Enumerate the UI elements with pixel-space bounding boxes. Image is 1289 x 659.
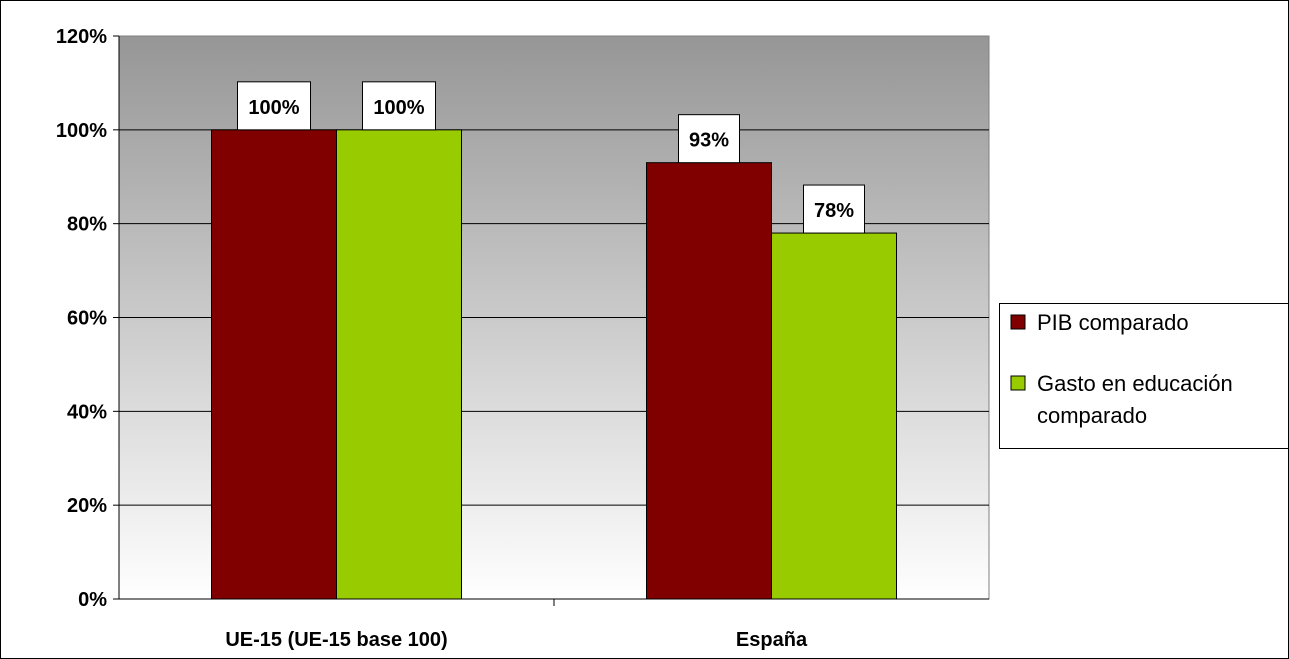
legend-label: PIB comparado — [1037, 310, 1189, 335]
y-tick-label: 120% — [56, 26, 107, 48]
y-tick-label: 20% — [67, 495, 107, 517]
y-tick-label: 0% — [78, 589, 107, 611]
legend: PIB comparado Gasto en educación comparado — [999, 303, 1289, 449]
y-tick-label: 60% — [67, 308, 107, 330]
y-axis: 0% 20% 40% 60% 80% 100% 120% — [56, 26, 120, 611]
data-label: 78% — [814, 200, 854, 222]
bar-1-1 — [771, 232, 897, 600]
bars — [211, 129, 897, 600]
bar-0-1 — [336, 129, 462, 600]
y-tick-label: 80% — [67, 214, 107, 236]
legend-label: Gasto en educación — [1037, 371, 1233, 396]
x-tick-label: UE-15 (UE-15 base 100) — [225, 629, 447, 651]
data-label-box — [237, 81, 311, 131]
data-label-box — [678, 114, 740, 164]
y-tick-label: 100% — [56, 120, 107, 142]
data-label-box — [362, 81, 436, 131]
data-label: 100% — [248, 97, 299, 119]
data-label: 100% — [373, 97, 424, 119]
data-label: 93% — [689, 130, 729, 152]
y-tick-label: 40% — [67, 401, 107, 423]
bar-0-0 — [211, 129, 337, 600]
bar-1-0 — [646, 162, 772, 600]
legend-label: comparado — [1037, 403, 1147, 428]
data-labels: 100% 100% 93% 78% — [237, 81, 865, 234]
legend-swatch — [1010, 375, 1026, 391]
x-tick-label: España — [736, 629, 808, 651]
data-label-box — [803, 184, 865, 234]
legend-swatch — [1010, 314, 1026, 330]
